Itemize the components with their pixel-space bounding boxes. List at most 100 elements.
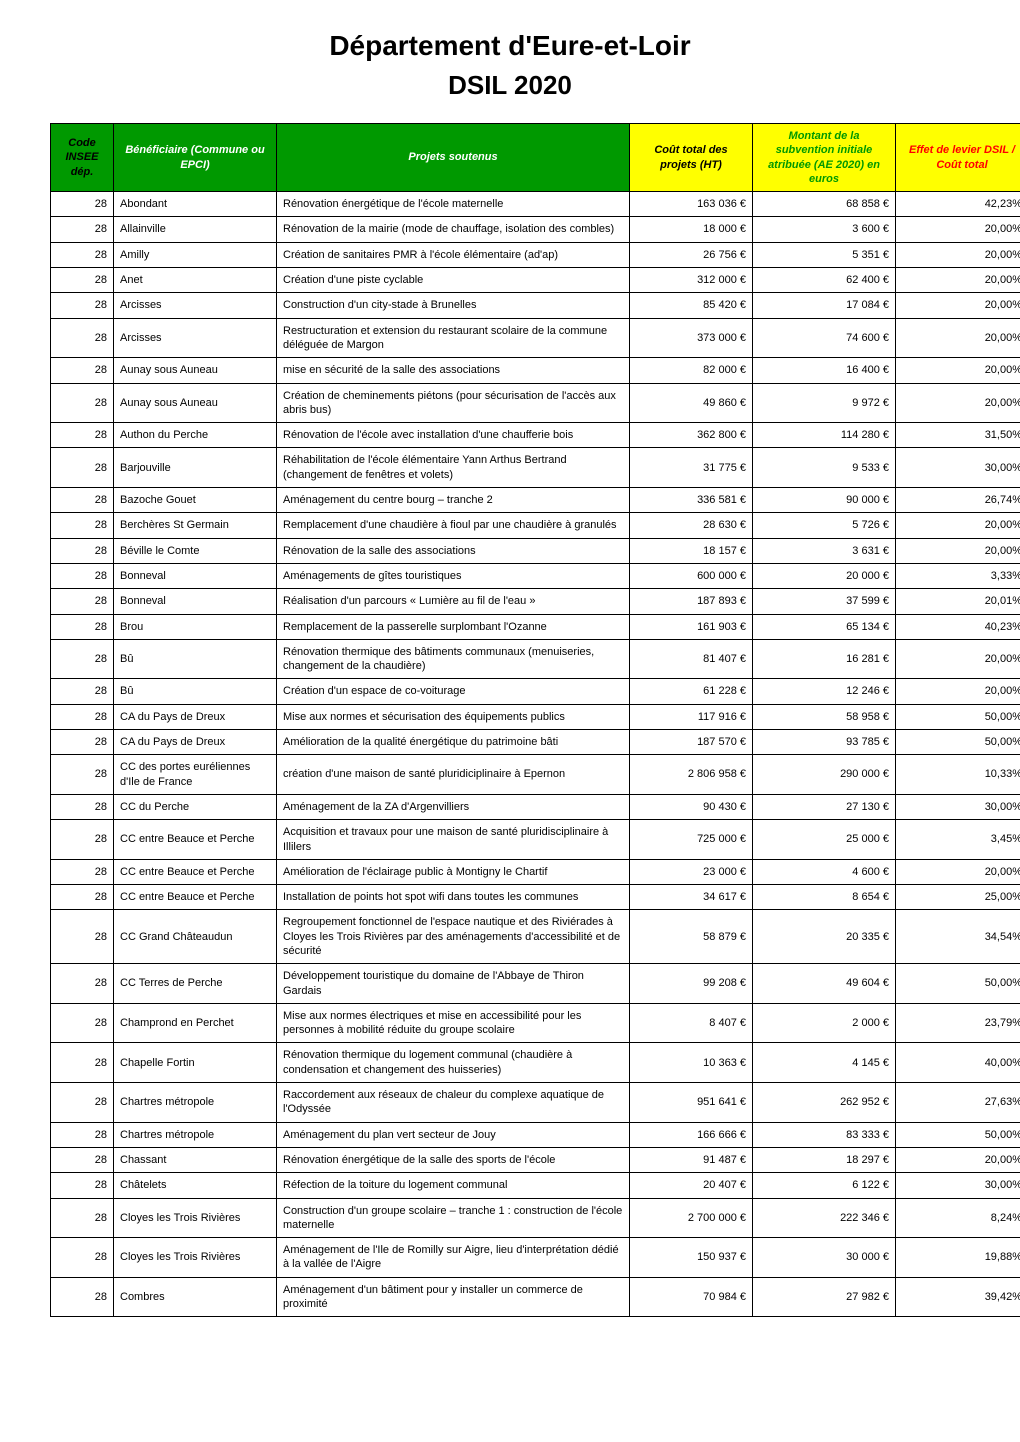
cell-subv: 222 346 €	[753, 1198, 896, 1238]
cell-benef: Barjouville	[114, 448, 277, 488]
table-row: 28Cloyes les Trois RivièresConstruction …	[51, 1198, 1020, 1238]
cell-code: 28	[51, 563, 114, 588]
cell-code: 28	[51, 639, 114, 679]
cell-subv: 68 858 €	[753, 192, 896, 217]
cell-code: 28	[51, 423, 114, 448]
cell-proj: Rénovation énergétique de la salle des s…	[277, 1147, 630, 1172]
cell-effet: 3,45%	[896, 820, 1020, 860]
table-row: 28BonnevalAménagements de gîtes touristi…	[51, 563, 1020, 588]
table-header-row: Code INSEE dép. Bénéficiaire (Commune ou…	[51, 124, 1020, 192]
table-body: 28AbondantRénovation énergétique de l'éc…	[51, 192, 1020, 1317]
cell-benef: CA du Pays de Dreux	[114, 704, 277, 729]
cell-code: 28	[51, 820, 114, 860]
col-header-benef: Bénéficiaire (Commune ou EPCI)	[114, 124, 277, 192]
cell-proj: Regroupement fonctionnel de l'espace nau…	[277, 910, 630, 964]
cell-proj: Mise aux normes électriques et mise en a…	[277, 1003, 630, 1043]
cell-benef: Châtelets	[114, 1173, 277, 1198]
cell-code: 28	[51, 242, 114, 267]
col-header-cout: Coût total des projets (HT)	[630, 124, 753, 192]
cell-subv: 3 600 €	[753, 217, 896, 242]
table-row: 28BûRénovation thermique des bâtiments c…	[51, 639, 1020, 679]
cell-proj: Rénovation de l'école avec installation …	[277, 423, 630, 448]
cell-proj: Rénovation énergétique de l'école matern…	[277, 192, 630, 217]
cell-code: 28	[51, 318, 114, 358]
cell-cout: 23 000 €	[630, 859, 753, 884]
cell-subv: 83 333 €	[753, 1122, 896, 1147]
cell-code: 28	[51, 704, 114, 729]
cell-effet: 19,88%	[896, 1238, 1020, 1278]
cell-cout: 28 630 €	[630, 513, 753, 538]
cell-subv: 262 952 €	[753, 1083, 896, 1123]
cell-effet: 40,00%	[896, 1043, 1020, 1083]
cell-subv: 90 000 €	[753, 488, 896, 513]
cell-subv: 20 335 €	[753, 910, 896, 964]
cell-cout: 49 860 €	[630, 383, 753, 423]
cell-benef: Aunay sous Auneau	[114, 358, 277, 383]
cell-benef: Champrond en Perchet	[114, 1003, 277, 1043]
table-row: 28BonnevalRéalisation d'un parcours « Lu…	[51, 589, 1020, 614]
cell-effet: 20,00%	[896, 1147, 1020, 1172]
cell-subv: 62 400 €	[753, 268, 896, 293]
cell-subv: 16 400 €	[753, 358, 896, 383]
cell-effet: 20,00%	[896, 217, 1020, 242]
cell-proj: Création d'un espace de co-voiturage	[277, 679, 630, 704]
cell-subv: 9 972 €	[753, 383, 896, 423]
table-row: 28AbondantRénovation énergétique de l'éc…	[51, 192, 1020, 217]
cell-proj: Mise aux normes et sécurisation des équi…	[277, 704, 630, 729]
cell-subv: 290 000 €	[753, 755, 896, 795]
cell-effet: 20,01%	[896, 589, 1020, 614]
cell-benef: Cloyes les Trois Rivières	[114, 1198, 277, 1238]
cell-code: 28	[51, 910, 114, 964]
dsil-table: Code INSEE dép. Bénéficiaire (Commune ou…	[50, 123, 1020, 1317]
table-row: 28CA du Pays de DreuxMise aux normes et …	[51, 704, 1020, 729]
table-row: 28Aunay sous Auneaumise en sécurité de l…	[51, 358, 1020, 383]
cell-subv: 18 297 €	[753, 1147, 896, 1172]
cell-subv: 2 000 €	[753, 1003, 896, 1043]
cell-proj: Construction d'un groupe scolaire – tran…	[277, 1198, 630, 1238]
cell-benef: Aunay sous Auneau	[114, 383, 277, 423]
cell-effet: 31,50%	[896, 423, 1020, 448]
cell-cout: 90 430 €	[630, 794, 753, 819]
cell-benef: Chartres métropole	[114, 1122, 277, 1147]
cell-subv: 114 280 €	[753, 423, 896, 448]
cell-benef: Anet	[114, 268, 277, 293]
cell-code: 28	[51, 1147, 114, 1172]
cell-cout: 117 916 €	[630, 704, 753, 729]
cell-code: 28	[51, 358, 114, 383]
cell-code: 28	[51, 488, 114, 513]
cell-proj: Amélioration de l'éclairage public à Mon…	[277, 859, 630, 884]
cell-cout: 61 228 €	[630, 679, 753, 704]
table-row: 28Chapelle FortinRénovation thermique du…	[51, 1043, 1020, 1083]
cell-cout: 99 208 €	[630, 964, 753, 1004]
cell-benef: CC Grand Châteaudun	[114, 910, 277, 964]
cell-cout: 161 903 €	[630, 614, 753, 639]
table-row: 28CC entre Beauce et PercheInstallation …	[51, 885, 1020, 910]
table-row: 28Authon du PercheRénovation de l'école …	[51, 423, 1020, 448]
cell-benef: CC du Perche	[114, 794, 277, 819]
cell-benef: Cloyes les Trois Rivières	[114, 1238, 277, 1278]
table-row: 28Chartres métropoleRaccordement aux rés…	[51, 1083, 1020, 1123]
cell-effet: 20,00%	[896, 679, 1020, 704]
cell-code: 28	[51, 859, 114, 884]
cell-effet: 20,00%	[896, 538, 1020, 563]
cell-proj: Rénovation thermique des bâtiments commu…	[277, 639, 630, 679]
cell-effet: 20,00%	[896, 242, 1020, 267]
cell-subv: 27 982 €	[753, 1277, 896, 1317]
table-row: 28Aunay sous AuneauCréation de chemineme…	[51, 383, 1020, 423]
cell-subv: 27 130 €	[753, 794, 896, 819]
cell-cout: 600 000 €	[630, 563, 753, 588]
cell-subv: 49 604 €	[753, 964, 896, 1004]
cell-benef: Abondant	[114, 192, 277, 217]
cell-code: 28	[51, 1238, 114, 1278]
cell-cout: 85 420 €	[630, 293, 753, 318]
cell-code: 28	[51, 293, 114, 318]
cell-effet: 20,00%	[896, 293, 1020, 318]
cell-code: 28	[51, 1122, 114, 1147]
cell-effet: 20,00%	[896, 859, 1020, 884]
table-row: 28CC entre Beauce et PercheAcquisition e…	[51, 820, 1020, 860]
cell-proj: Aménagements de gîtes touristiques	[277, 563, 630, 588]
table-row: 28CA du Pays de DreuxAmélioration de la …	[51, 730, 1020, 755]
cell-effet: 20,00%	[896, 318, 1020, 358]
cell-code: 28	[51, 1173, 114, 1198]
cell-code: 28	[51, 1198, 114, 1238]
